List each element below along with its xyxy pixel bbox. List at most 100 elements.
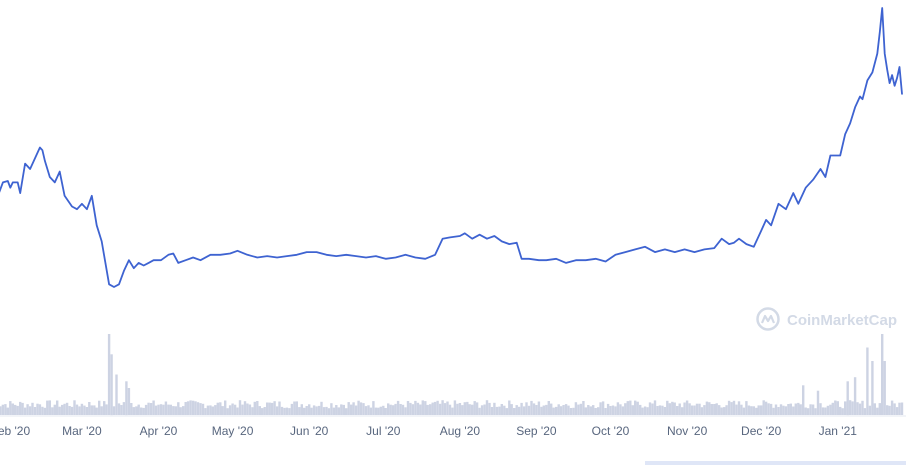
- volume-bar: [308, 404, 311, 415]
- x-tick-label: Aug '20: [440, 424, 481, 438]
- x-tick-label: Jan '21: [819, 424, 858, 438]
- volume-bar: [38, 404, 42, 415]
- volume-bar: [357, 400, 360, 415]
- volume-bar: [147, 402, 150, 415]
- volume-bar: [429, 404, 432, 415]
- volume-bar: [750, 406, 753, 415]
- volume-bar: [569, 408, 573, 415]
- volume-bar: [690, 405, 694, 415]
- volume-bar: [804, 407, 807, 415]
- volume-bar: [23, 407, 27, 415]
- volume-bar: [537, 401, 541, 415]
- volume-bar: [784, 406, 788, 415]
- volume-bar: [337, 407, 340, 415]
- volume-bar: [858, 403, 862, 415]
- volume-bar: [78, 406, 81, 415]
- volume-bar: [760, 405, 763, 415]
- volume-bar: [270, 402, 274, 415]
- volume-bar: [683, 402, 686, 415]
- volume-bar: [794, 403, 797, 415]
- volume-bar: [466, 401, 469, 415]
- volume-bar: [330, 403, 333, 415]
- volume-bar: [43, 407, 47, 415]
- volume-bar: [500, 404, 503, 415]
- volume-bar: [189, 400, 192, 415]
- volume-bar: [552, 407, 555, 415]
- volume-bar: [478, 407, 481, 415]
- volume-bar: [532, 403, 536, 415]
- volume-bar: [522, 406, 526, 415]
- volume-bar: [821, 407, 825, 415]
- volume-bar: [33, 407, 37, 415]
- volume-bar: [103, 401, 106, 415]
- volume-bar: [881, 334, 884, 415]
- volume-bar: [448, 404, 452, 415]
- volume-bar: [399, 404, 402, 415]
- volume-bar: [503, 405, 506, 415]
- volume-bar: [666, 400, 669, 415]
- volume-bar: [364, 406, 368, 415]
- volume-bar: [325, 406, 328, 415]
- volume-bar: [789, 403, 792, 415]
- x-tick-label: Sep '20: [516, 424, 557, 438]
- volume-bar: [379, 406, 382, 415]
- scroll-range-bar[interactable]: [645, 461, 906, 465]
- volume-bar: [433, 401, 437, 415]
- volume-bar: [609, 406, 612, 415]
- volume-bar: [498, 406, 501, 415]
- volume-bar: [863, 408, 867, 415]
- volume-bar: [288, 408, 291, 415]
- volume-bar: [698, 403, 701, 415]
- volume-bar: [579, 403, 583, 415]
- volume-bar: [436, 400, 439, 415]
- volume-bar: [651, 403, 654, 415]
- volume-bar: [273, 401, 276, 415]
- volume-bar: [315, 406, 318, 415]
- volume-bar: [256, 401, 259, 415]
- volume-bar: [893, 403, 896, 415]
- volume-bar: [80, 403, 84, 415]
- volume-bar: [488, 402, 491, 415]
- volume-bar: [772, 407, 775, 415]
- volume-bar: [438, 403, 442, 415]
- volume-bar: [816, 390, 820, 415]
- volume-bar: [184, 402, 187, 415]
- volume-bar: [621, 406, 625, 415]
- volume-bar: [757, 405, 760, 415]
- x-tick-label: Oct '20: [592, 424, 630, 438]
- volume-bar: [332, 407, 336, 415]
- volume-bar: [298, 407, 301, 415]
- volume-bar: [883, 361, 886, 415]
- volume-bar: [275, 406, 279, 415]
- volume-bar: [446, 401, 449, 415]
- volume-bar: [856, 402, 859, 415]
- volume-bar: [594, 408, 597, 415]
- volume-bar: [421, 400, 424, 415]
- volume-bar: [56, 400, 59, 415]
- volume-bar: [431, 402, 434, 415]
- volume-bar: [219, 402, 222, 415]
- volume-bar: [584, 407, 587, 415]
- volume-bar: [172, 406, 175, 415]
- volume-bar: [878, 403, 881, 415]
- volume-bar: [384, 408, 387, 415]
- volume-bar: [624, 403, 627, 415]
- volume-bar: [806, 408, 810, 415]
- volume-bar: [396, 400, 400, 415]
- volume-bar: [723, 407, 726, 415]
- volume-bar: [154, 405, 158, 415]
- volume-bar: [614, 406, 617, 415]
- volume-bar: [278, 401, 281, 415]
- volume-bar: [888, 405, 891, 415]
- volume-bar: [461, 405, 464, 415]
- volume-bar: [204, 408, 207, 415]
- volume-bar: [873, 403, 876, 415]
- volume-bar: [814, 408, 817, 415]
- volume-bar: [93, 405, 96, 415]
- x-tick-label: Mar '20: [62, 424, 102, 438]
- volume-bar: [774, 404, 778, 415]
- volume-bar: [480, 405, 484, 415]
- volume-bar: [663, 407, 667, 415]
- volume-bar: [411, 404, 415, 415]
